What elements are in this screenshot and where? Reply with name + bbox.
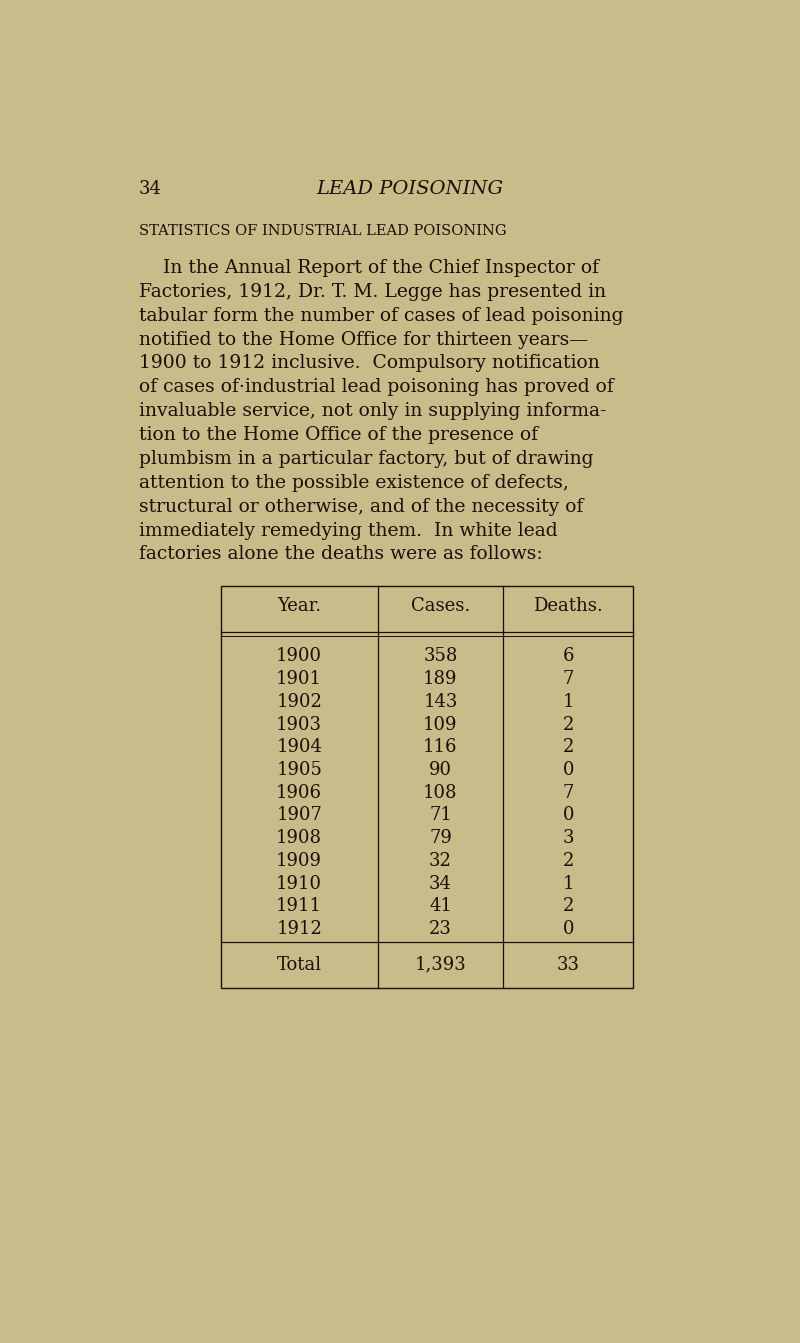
- Text: 1904: 1904: [276, 739, 322, 756]
- Text: 33: 33: [557, 956, 580, 974]
- Text: 1900 to 1912 inclusive.  Compulsory notification: 1900 to 1912 inclusive. Compulsory notif…: [138, 355, 599, 372]
- Text: of cases of·industrial lead poisoning has proved of: of cases of·industrial lead poisoning ha…: [138, 379, 614, 396]
- Text: Year.: Year.: [277, 598, 322, 615]
- Text: Cases.: Cases.: [411, 598, 470, 615]
- Text: 1911: 1911: [276, 897, 322, 916]
- Text: 1: 1: [562, 874, 574, 893]
- Text: 7: 7: [562, 670, 574, 688]
- Text: 109: 109: [423, 716, 458, 733]
- Text: 1900: 1900: [276, 647, 322, 666]
- Text: 32: 32: [429, 851, 452, 870]
- Text: 34: 34: [429, 874, 452, 893]
- Text: 143: 143: [423, 693, 458, 710]
- Text: 3: 3: [562, 829, 574, 847]
- Text: 1,393: 1,393: [414, 956, 466, 974]
- Text: 34: 34: [138, 180, 162, 199]
- Text: 0: 0: [562, 920, 574, 937]
- Text: 1912: 1912: [276, 920, 322, 937]
- Text: immediately remedying them.  In white lead: immediately remedying them. In white lea…: [138, 521, 558, 540]
- Text: 79: 79: [429, 829, 452, 847]
- Text: 71: 71: [429, 806, 452, 825]
- Text: tabular form the number of cases of lead poisoning: tabular form the number of cases of lead…: [138, 306, 623, 325]
- Text: 1905: 1905: [276, 761, 322, 779]
- Text: 1909: 1909: [276, 851, 322, 870]
- Text: 90: 90: [429, 761, 452, 779]
- Text: 1901: 1901: [276, 670, 322, 688]
- Text: plumbism in a particular factory, but of drawing: plumbism in a particular factory, but of…: [138, 450, 594, 467]
- Text: Total: Total: [277, 956, 322, 974]
- Text: 358: 358: [423, 647, 458, 666]
- Text: 2: 2: [562, 716, 574, 733]
- Text: tion to the Home Office of the presence of: tion to the Home Office of the presence …: [138, 426, 538, 445]
- Text: factories alone the deaths were as follows:: factories alone the deaths were as follo…: [138, 545, 542, 564]
- Text: 0: 0: [562, 806, 574, 825]
- Text: 1903: 1903: [276, 716, 322, 733]
- Text: notified to the Home Office for thirteen years—: notified to the Home Office for thirteen…: [138, 330, 588, 349]
- Text: 108: 108: [423, 784, 458, 802]
- Text: 1907: 1907: [276, 806, 322, 825]
- Text: 2: 2: [562, 897, 574, 916]
- Text: Factories, 1912, Dr. T. M. Legge has presented in: Factories, 1912, Dr. T. M. Legge has pre…: [138, 283, 606, 301]
- Text: 1906: 1906: [276, 784, 322, 802]
- Text: 1902: 1902: [276, 693, 322, 710]
- Bar: [221, 586, 634, 987]
- Text: STATISTICS OF INDUSTRIAL LEAD POISONING: STATISTICS OF INDUSTRIAL LEAD POISONING: [138, 223, 506, 238]
- Text: 0: 0: [562, 761, 574, 779]
- Text: LEAD POISONING: LEAD POISONING: [317, 180, 503, 199]
- Text: In the Annual Report of the Chief Inspector of: In the Annual Report of the Chief Inspec…: [138, 259, 598, 277]
- Text: 6: 6: [562, 647, 574, 666]
- Text: structural or otherwise, and of the necessity of: structural or otherwise, and of the nece…: [138, 498, 583, 516]
- Text: attention to the possible existence of defects,: attention to the possible existence of d…: [138, 474, 569, 492]
- Text: Deaths.: Deaths.: [534, 598, 603, 615]
- Text: 1910: 1910: [276, 874, 322, 893]
- Text: 41: 41: [429, 897, 452, 916]
- Text: 189: 189: [423, 670, 458, 688]
- Text: 23: 23: [429, 920, 452, 937]
- Text: invaluable service, not only in supplying informa-: invaluable service, not only in supplyin…: [138, 402, 606, 420]
- Text: 2: 2: [562, 851, 574, 870]
- Text: 2: 2: [562, 739, 574, 756]
- Text: 1: 1: [562, 693, 574, 710]
- Text: 1908: 1908: [276, 829, 322, 847]
- Text: 7: 7: [562, 784, 574, 802]
- Text: 116: 116: [423, 739, 458, 756]
